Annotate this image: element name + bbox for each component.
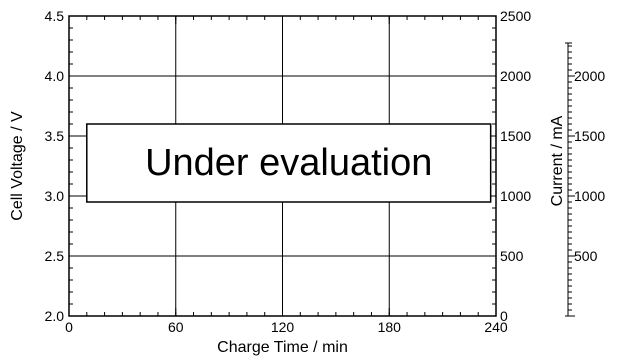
x-tick-label: 240 xyxy=(484,319,508,335)
x-tick-label: 60 xyxy=(168,319,184,335)
annotation-box xyxy=(86,123,492,203)
y3-tick-label: 2000 xyxy=(574,68,605,84)
y3-tick-label: 1000 xyxy=(574,188,605,204)
y2-tick-label: 500 xyxy=(500,248,524,264)
y2-tick-label: 2500 xyxy=(500,8,531,24)
x-tick-label: 180 xyxy=(378,319,402,335)
y3-tick-label: 1500 xyxy=(574,128,605,144)
y-tick-label: 4.5 xyxy=(45,8,65,24)
y2-tick-label: 1000 xyxy=(500,188,531,204)
y-tick-label: 4.0 xyxy=(45,68,65,84)
third-axis xyxy=(565,42,575,317)
y-tick-label: 3.5 xyxy=(45,128,65,144)
x-tick-label: 0 xyxy=(65,319,73,335)
y2-tick-label: 1500 xyxy=(500,128,531,144)
y-tick-label: 3.0 xyxy=(45,188,65,204)
tick-labels: 0 60 120 180 240 2.0 2.5 3.0 3.5 4.0 4.5 0 500 1000 15… xyxy=(45,8,606,335)
y-tick-label: 2.5 xyxy=(45,248,65,264)
y2-axis-title: Current / mA xyxy=(549,115,566,206)
y2-tick-label: 2000 xyxy=(500,68,531,84)
y-axis-title: Cell Voltage / V xyxy=(9,111,26,221)
x-axis-title: Charge Time / min xyxy=(217,339,348,356)
y2-tick-label: 0 xyxy=(500,308,508,324)
annotation-text: Under evaluation xyxy=(145,142,432,184)
y3-tick-label: 500 xyxy=(574,248,598,264)
under-evaluation-box: Under evaluation xyxy=(86,123,492,203)
x-tick-label: 120 xyxy=(271,319,295,335)
y-tick-label: 2.0 xyxy=(45,308,65,324)
